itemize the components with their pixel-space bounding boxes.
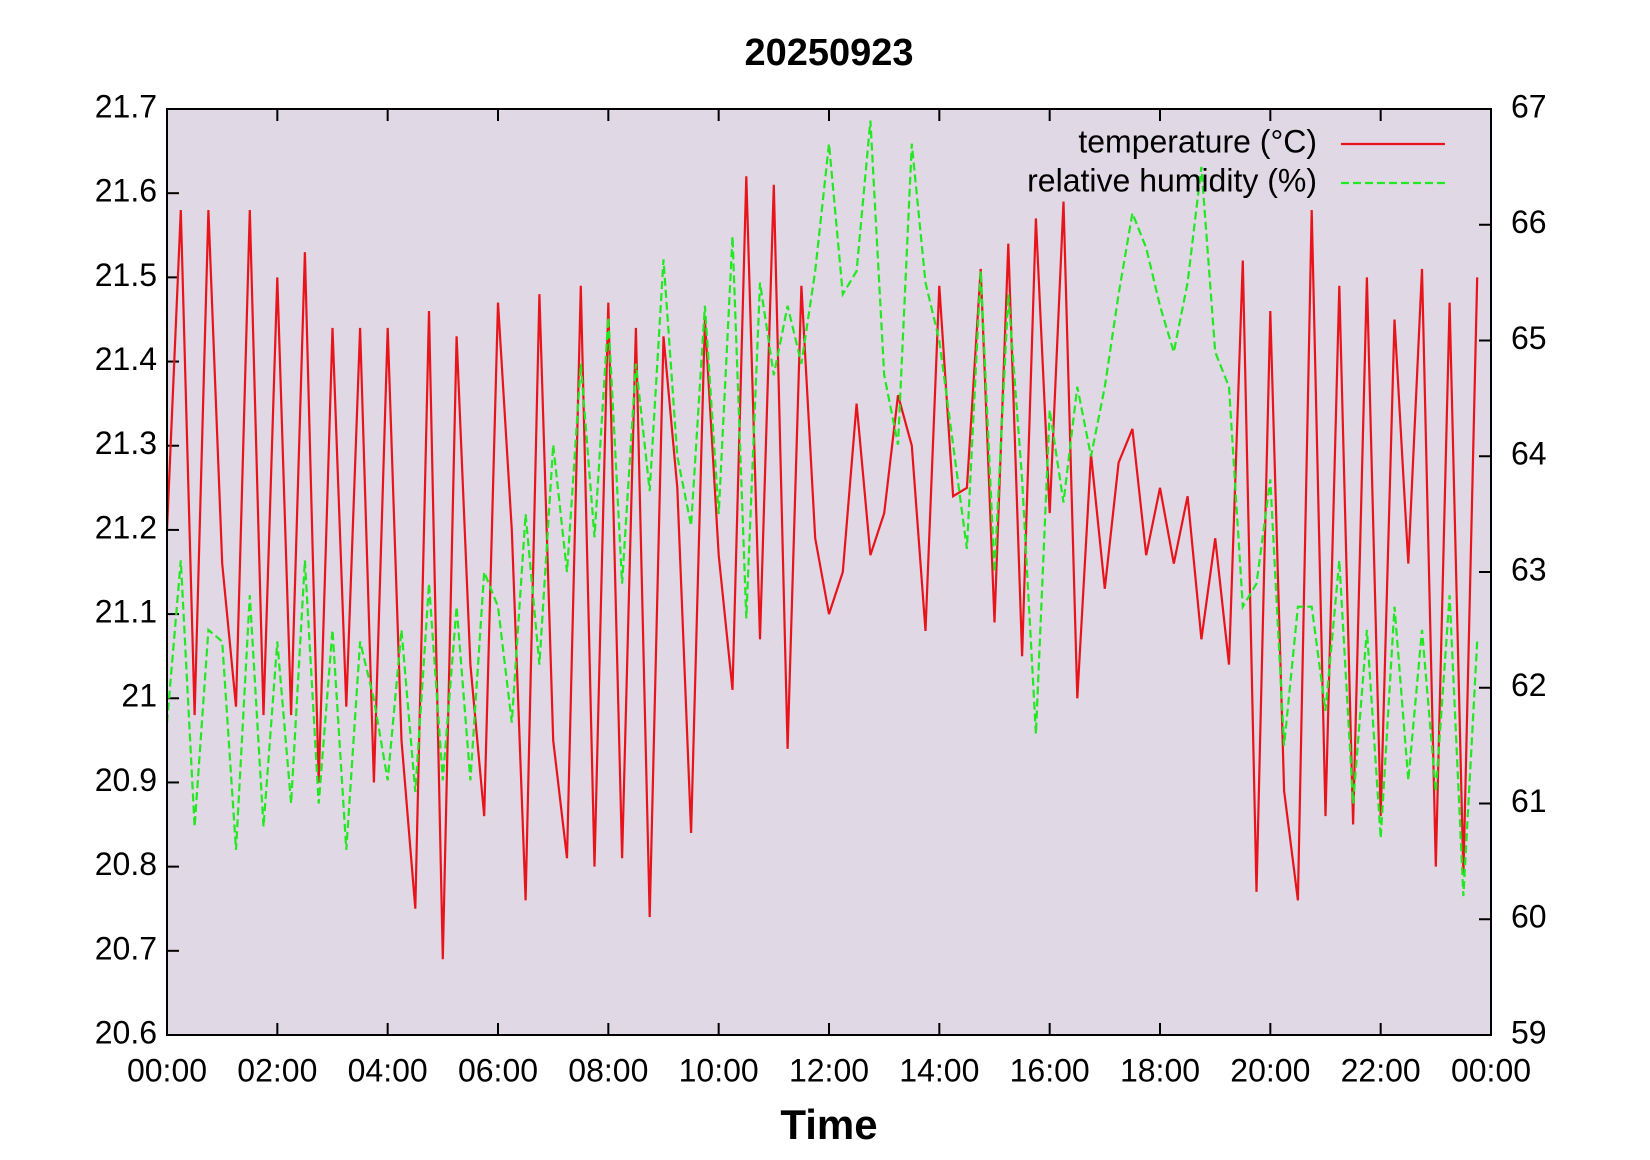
y-tick-label: 21.2 (95, 509, 157, 545)
y2-tick-label: 66 (1511, 204, 1547, 240)
y-tick-label: 21.5 (95, 257, 157, 293)
x-tick-label: 14:00 (899, 1052, 979, 1088)
legend-label: temperature (°C) (1078, 123, 1317, 159)
x-tick-label: 16:00 (1010, 1052, 1090, 1088)
x-tick-label: 02:00 (237, 1052, 317, 1088)
x-tick-label: 22:00 (1341, 1052, 1421, 1088)
x-tick-label: 18:00 (1120, 1052, 1200, 1088)
x-tick-label: 10:00 (679, 1052, 759, 1088)
y-tick-label: 20.8 (95, 846, 157, 882)
y2-tick-label: 59 (1511, 1014, 1547, 1050)
y-tick-label: 20.9 (95, 762, 157, 798)
y-tick-label: 21.6 (95, 173, 157, 209)
x-tick-label: 08:00 (568, 1052, 648, 1088)
series-line (165, 176, 1479, 960)
y-tick-label: 21.7 (95, 88, 157, 124)
x-tick-label: 20:00 (1230, 1052, 1310, 1088)
x-tick-label: 12:00 (789, 1052, 869, 1088)
y-tick-label: 20.6 (95, 1014, 157, 1050)
y-tick-label: 21 (121, 678, 157, 714)
y2-tick-label: 63 (1511, 551, 1547, 587)
y-tick-label: 21.1 (95, 594, 157, 630)
x-tick-label: 06:00 (458, 1052, 538, 1088)
y2-tick-label: 64 (1511, 436, 1547, 472)
y-tick-label: 21.4 (95, 341, 157, 377)
series-line (165, 120, 1479, 897)
plot-frame (166, 108, 1492, 1036)
x-axis-label: Time (780, 1101, 877, 1148)
y2-tick-label: 60 (1511, 899, 1547, 935)
x-tick-label: 00:00 (1451, 1052, 1531, 1088)
y-tick-label: 20.7 (95, 930, 157, 966)
legend-label: relative humidity (%) (1027, 162, 1317, 198)
y2-tick-label: 65 (1511, 320, 1547, 356)
plot-area (167, 109, 1491, 1035)
y2-tick-label: 62 (1511, 667, 1547, 703)
y-tick-label: 21.3 (95, 425, 157, 461)
y2-tick-label: 61 (1511, 783, 1547, 819)
y2-tick-label: 67 (1511, 88, 1547, 124)
x-tick-label: 04:00 (348, 1052, 428, 1088)
chart-title: 20250923 (744, 32, 913, 74)
x-tick-label: 00:00 (127, 1052, 207, 1088)
